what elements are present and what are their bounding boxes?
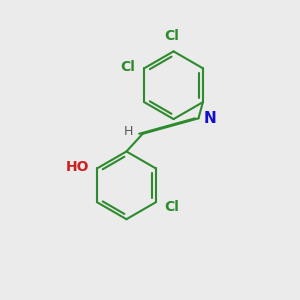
Text: Cl: Cl xyxy=(165,29,179,43)
Text: Cl: Cl xyxy=(164,200,179,214)
Text: HO: HO xyxy=(65,160,89,174)
Text: Cl: Cl xyxy=(121,60,135,74)
Text: H: H xyxy=(124,125,133,138)
Text: N: N xyxy=(204,111,217,126)
